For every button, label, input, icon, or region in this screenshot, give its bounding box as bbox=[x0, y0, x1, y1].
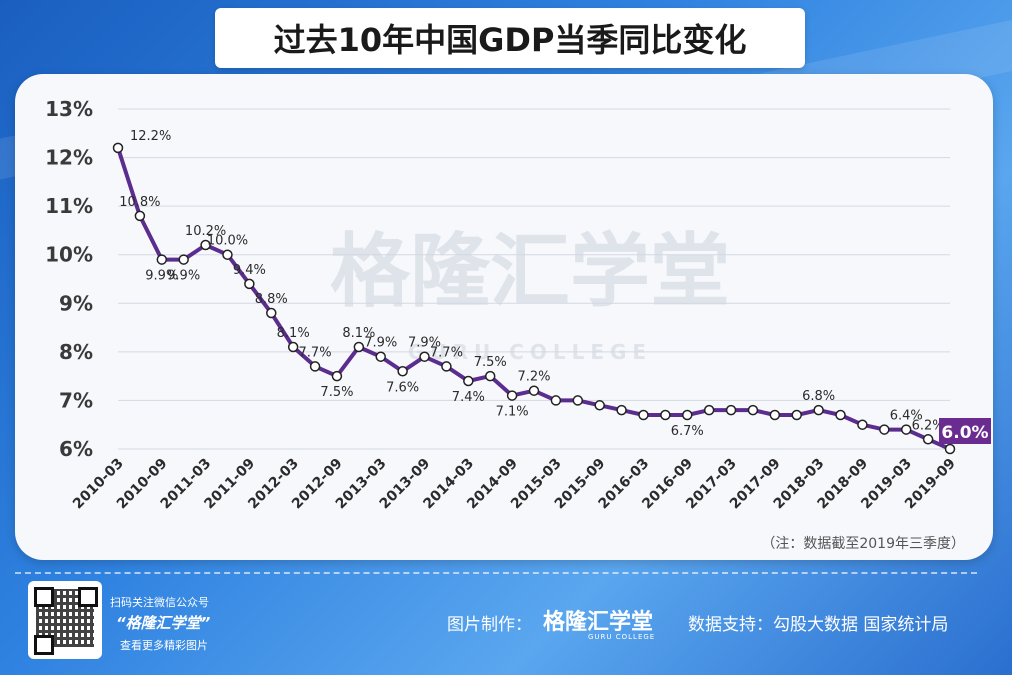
data-label: 6.2% bbox=[912, 418, 945, 433]
data-point bbox=[441, 361, 452, 372]
data-label: 10.0% bbox=[207, 234, 248, 249]
data-label: 6.8% bbox=[802, 389, 835, 404]
data-point bbox=[484, 370, 496, 382]
data-label: 7.5% bbox=[320, 385, 353, 400]
y-tick-label: 9% bbox=[59, 291, 93, 315]
data-point bbox=[725, 404, 737, 416]
qr-caption-top: 扫码关注微信公众号 bbox=[110, 596, 209, 609]
data-point bbox=[134, 210, 146, 222]
page-title: 过去10年中国GDP当季同比变化 bbox=[215, 8, 805, 68]
data-point bbox=[331, 370, 343, 382]
data-point bbox=[200, 239, 211, 251]
data-point bbox=[922, 434, 934, 445]
qr-brand-name: “格隆汇学堂” bbox=[116, 614, 211, 632]
data-point bbox=[244, 278, 255, 290]
data-point bbox=[550, 395, 562, 406]
y-tick-label: 13% bbox=[45, 97, 93, 121]
footnote: （注：数据截至2019年三季度） bbox=[761, 536, 965, 552]
qr-finder bbox=[78, 587, 98, 607]
data-point bbox=[353, 341, 365, 353]
data-label: 12.2% bbox=[130, 129, 171, 144]
data-label: 9.4% bbox=[233, 263, 266, 278]
data-label: 7.1% bbox=[496, 405, 529, 420]
footer-divider bbox=[15, 572, 977, 574]
y-tick-label: 11% bbox=[45, 194, 93, 218]
data-point bbox=[944, 443, 956, 455]
data-point bbox=[222, 249, 233, 260]
data-label: 6.0% bbox=[941, 423, 988, 443]
data-point bbox=[857, 419, 868, 430]
data-point bbox=[178, 254, 189, 265]
y-tick-label: 6% bbox=[59, 437, 93, 461]
y-tick-label: 7% bbox=[59, 388, 93, 412]
qr-code[interactable] bbox=[28, 581, 102, 659]
data-label: 7.7% bbox=[430, 345, 463, 360]
data-point bbox=[397, 366, 408, 377]
data-label: 8.1% bbox=[277, 326, 310, 341]
made-by-label: 图片制作： bbox=[447, 615, 532, 635]
data-label: 8.8% bbox=[255, 292, 288, 307]
qr-finder bbox=[34, 635, 54, 655]
data-label: 7.9% bbox=[408, 336, 441, 351]
data-point bbox=[703, 404, 715, 416]
data-point bbox=[682, 409, 693, 421]
data-point bbox=[813, 404, 824, 416]
qr-caption-bottom: 查看更多精彩图片 bbox=[120, 639, 208, 652]
brand-logo-sub: GURU COLLEGE bbox=[588, 633, 656, 641]
data-label: 10.2% bbox=[185, 224, 226, 239]
data-point bbox=[156, 254, 168, 265]
data-label: 7.4% bbox=[452, 390, 485, 405]
data-point bbox=[375, 351, 386, 362]
data-label: 6.7% bbox=[671, 424, 704, 439]
y-tick-label: 12% bbox=[45, 146, 93, 170]
data-label: 7.9% bbox=[364, 336, 397, 351]
data-point bbox=[616, 404, 627, 416]
data-label: 7.7% bbox=[299, 345, 332, 360]
qr-finder bbox=[34, 587, 54, 607]
data-point bbox=[506, 390, 518, 401]
data-label: 7.5% bbox=[474, 355, 507, 370]
data-source-text: 数据支持：勾股大数据 国家统计局 bbox=[688, 615, 949, 635]
data-point bbox=[900, 424, 912, 435]
data-point bbox=[638, 409, 649, 421]
data-point bbox=[791, 409, 802, 421]
last-value-badge bbox=[939, 418, 991, 444]
data-label: 9.9% bbox=[167, 269, 200, 284]
y-tick-label: 8% bbox=[59, 340, 93, 364]
data-point bbox=[660, 409, 671, 421]
data-label: 9.9% bbox=[145, 269, 178, 284]
watermark-cn: 格隆汇学堂 bbox=[330, 225, 730, 318]
data-label: 8.1% bbox=[342, 326, 375, 341]
chart-panel: 格隆汇学堂 GURU COLLEGE 6% 7% 8% 9% 10% 11% 12% 13% 201… bbox=[15, 74, 993, 560]
data-point bbox=[528, 385, 540, 396]
data-point bbox=[463, 375, 474, 387]
data-label: 6.4% bbox=[890, 409, 923, 424]
data-point bbox=[835, 409, 846, 421]
data-point bbox=[287, 341, 299, 353]
data-point bbox=[419, 351, 430, 362]
data-point bbox=[309, 361, 321, 372]
data-point bbox=[769, 409, 781, 421]
data-label: 7.6% bbox=[386, 380, 419, 395]
data-label: 10.8% bbox=[119, 195, 160, 210]
data-point bbox=[112, 142, 124, 154]
data-point bbox=[572, 395, 584, 406]
data-point bbox=[879, 424, 890, 435]
data-point bbox=[747, 404, 759, 416]
data-point bbox=[266, 307, 277, 319]
data-label: 7.2% bbox=[517, 370, 550, 385]
y-tick-label: 10% bbox=[45, 243, 93, 267]
data-point bbox=[594, 400, 605, 411]
brand-logo-text: 格隆汇学堂 bbox=[543, 610, 654, 635]
